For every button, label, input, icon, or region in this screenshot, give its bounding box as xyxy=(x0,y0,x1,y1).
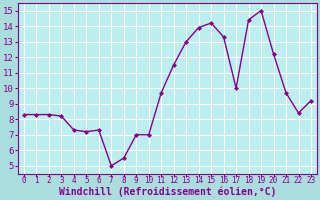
X-axis label: Windchill (Refroidissement éolien,°C): Windchill (Refroidissement éolien,°C) xyxy=(59,187,276,197)
